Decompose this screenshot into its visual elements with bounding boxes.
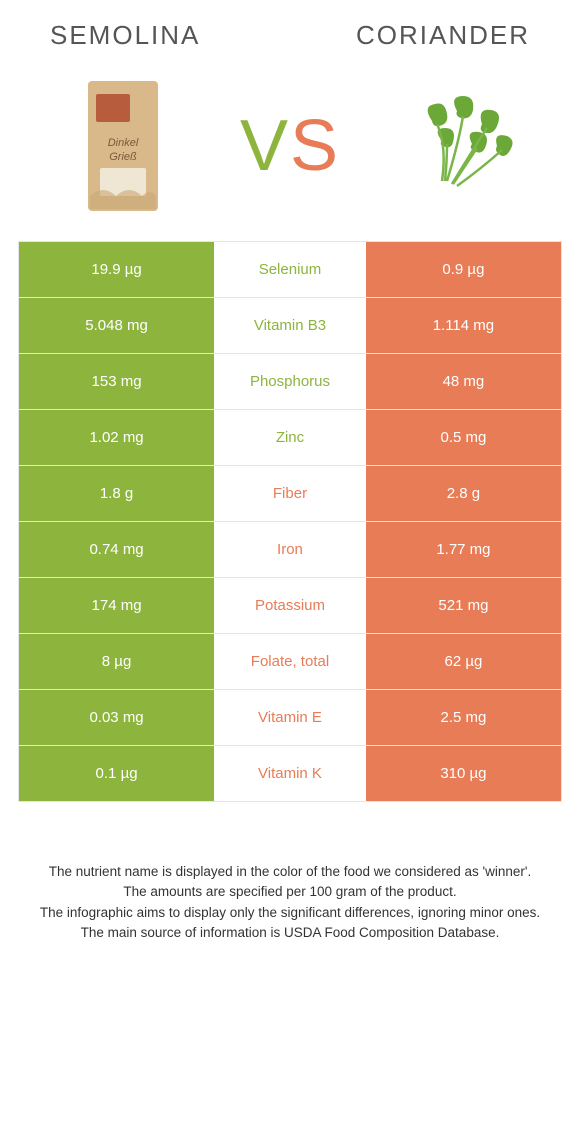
value-left: 174 mg [19,578,214,633]
vs-v: V [240,106,290,186]
nutrient-row: 153 mgPhosphorus48 mg [19,354,561,410]
value-right: 48 mg [366,354,561,409]
food-image-right [387,76,527,216]
footer-line: The nutrient name is displayed in the co… [30,862,550,882]
vs-label: VS [240,105,340,187]
nutrient-name: Fiber [214,466,366,521]
value-right: 310 µg [366,746,561,801]
value-right: 521 mg [366,578,561,633]
nutrient-row: 174 mgPotassium521 mg [19,578,561,634]
value-left: 19.9 µg [19,242,214,297]
svg-text:Dinkel: Dinkel [108,137,139,149]
value-right: 0.5 mg [366,410,561,465]
nutrient-name: Selenium [214,242,366,297]
value-left: 0.74 mg [19,522,214,577]
value-left: 1.02 mg [19,410,214,465]
nutrient-name: Vitamin B3 [214,298,366,353]
value-right: 1.77 mg [366,522,561,577]
title-left: SEMOLINA [50,20,200,51]
title-right: CORIANDER [356,20,530,51]
header: SEMOLINA CORIANDER [0,0,580,61]
nutrient-row: 1.02 mgZinc0.5 mg [19,410,561,466]
nutrient-name: Zinc [214,410,366,465]
nutrient-name: Vitamin E [214,690,366,745]
value-left: 8 µg [19,634,214,689]
footer-notes: The nutrient name is displayed in the co… [0,802,580,943]
value-left: 0.03 mg [19,690,214,745]
nutrient-name: Iron [214,522,366,577]
svg-text:Grieß: Grieß [110,151,138,163]
nutrient-name: Vitamin K [214,746,366,801]
nutrient-row: 0.03 mgVitamin E2.5 mg [19,690,561,746]
nutrient-table: 19.9 µgSelenium0.9 µg5.048 mgVitamin B31… [18,241,562,802]
food-image-left: Dinkel Grieß [53,76,193,216]
footer-line: The main source of information is USDA F… [30,923,550,943]
nutrient-name: Phosphorus [214,354,366,409]
footer-line: The infographic aims to display only the… [30,903,550,923]
nutrient-row: 19.9 µgSelenium0.9 µg [19,242,561,298]
value-left: 5.048 mg [19,298,214,353]
nutrient-name: Folate, total [214,634,366,689]
nutrient-row: 5.048 mgVitamin B31.114 mg [19,298,561,354]
images-row: Dinkel Grieß VS [0,61,580,241]
value-right: 62 µg [366,634,561,689]
footer-line: The amounts are specified per 100 gram o… [30,882,550,902]
nutrient-name: Potassium [214,578,366,633]
nutrient-row: 0.1 µgVitamin K310 µg [19,746,561,802]
nutrient-row: 1.8 gFiber2.8 g [19,466,561,522]
value-right: 1.114 mg [366,298,561,353]
value-right: 2.8 g [366,466,561,521]
nutrient-row: 0.74 mgIron1.77 mg [19,522,561,578]
value-right: 2.5 mg [366,690,561,745]
value-left: 1.8 g [19,466,214,521]
vs-s: S [290,106,340,186]
value-left: 153 mg [19,354,214,409]
value-left: 0.1 µg [19,746,214,801]
value-right: 0.9 µg [366,242,561,297]
nutrient-row: 8 µgFolate, total62 µg [19,634,561,690]
